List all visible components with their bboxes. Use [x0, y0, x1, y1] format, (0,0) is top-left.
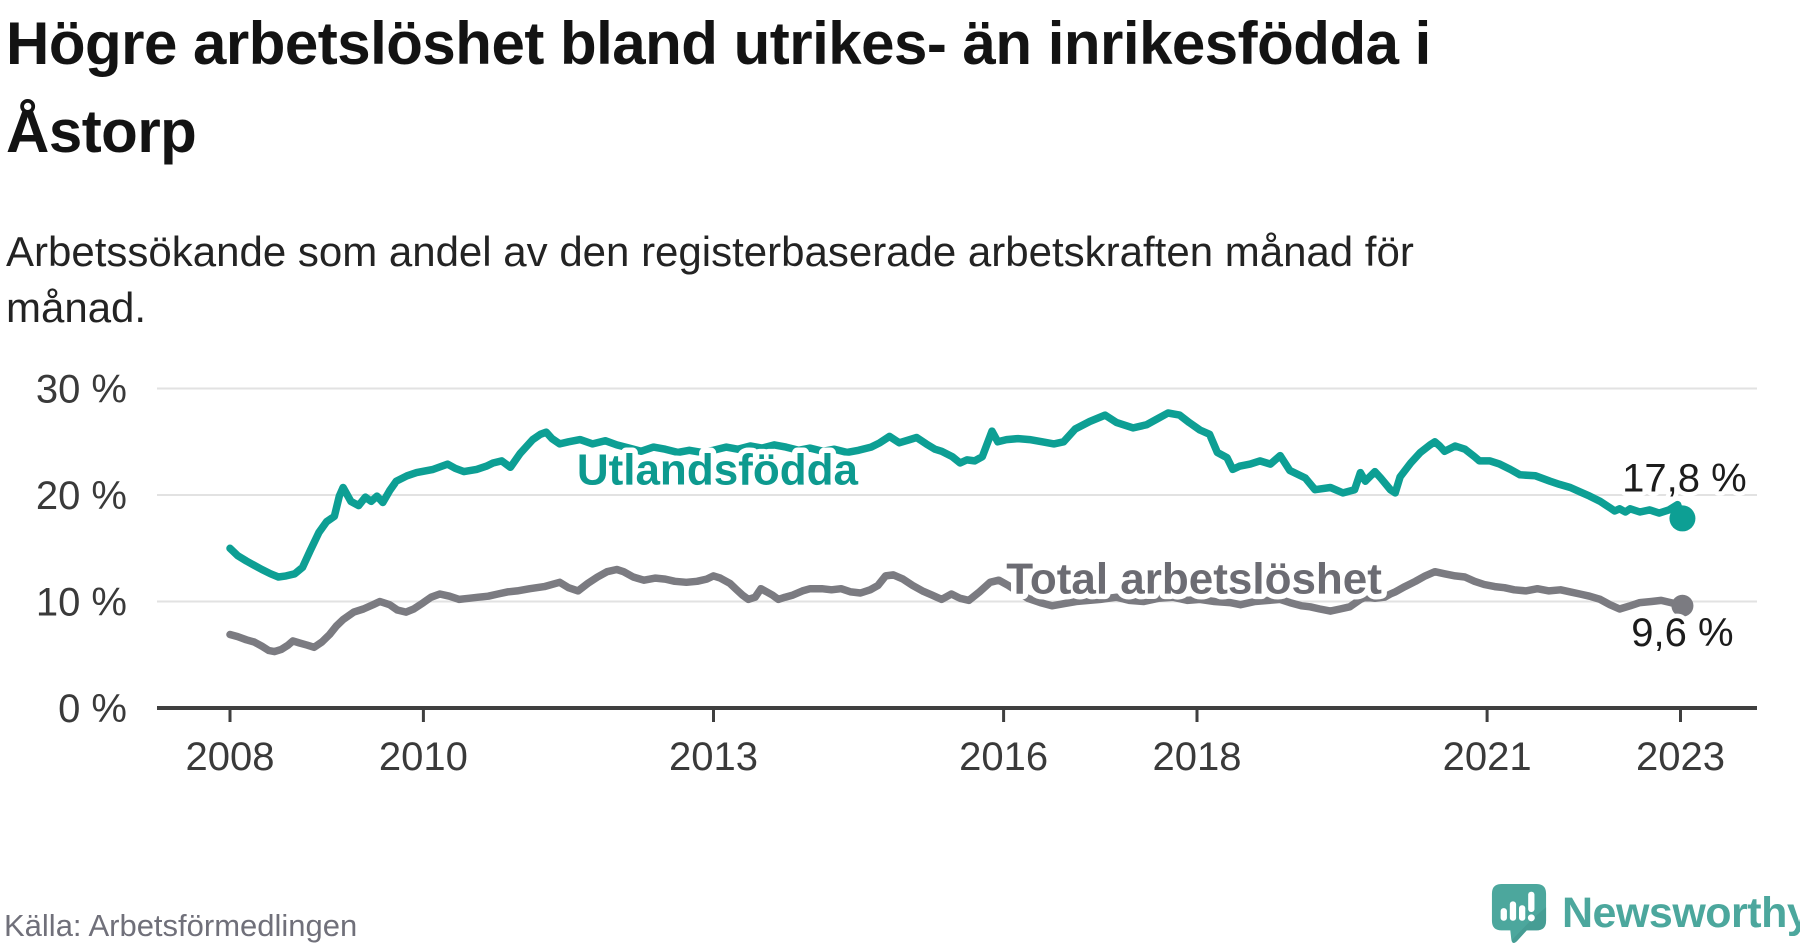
series-end-dot-utlandsfodda — [1669, 505, 1696, 532]
series-line-total — [226, 565, 1687, 656]
logo-bar-1 — [1500, 908, 1507, 921]
y-tick-label-20: 20 % — [36, 474, 127, 518]
x-tick-label-2013: 2013 — [669, 735, 758, 779]
x-tick-label-2010: 2010 — [379, 735, 468, 779]
y-tick-label-30: 30 % — [36, 368, 127, 412]
end-value-label-utlandsfodda: 17,8 % — [1622, 456, 1747, 500]
page-subtitle: Arbetssökande som andel av den registerb… — [6, 228, 1414, 331]
y-tick-label-10: 10 % — [36, 581, 127, 625]
source-note: Källa: Arbetsförmedlingen — [4, 908, 358, 943]
y-tick-label-0: 0 % — [58, 687, 127, 731]
x-tick-label-2023: 2023 — [1636, 735, 1725, 779]
x-tick-label-2008: 2008 — [186, 735, 275, 779]
page-title: Högre arbetslöshet bland utrikes- än inr… — [6, 10, 1431, 165]
series-label-total: Total arbetslöshet — [1006, 555, 1382, 604]
x-tick-label-2018: 2018 — [1153, 735, 1242, 779]
series-line-utlandsfodda — [226, 409, 1687, 581]
x-tick-label-2016: 2016 — [959, 735, 1048, 779]
x-tick-label-2021: 2021 — [1443, 735, 1532, 779]
series-end-dot-total — [1671, 594, 1694, 617]
logo-bar-3 — [1519, 905, 1526, 921]
logo-exclamation-bar — [1528, 891, 1535, 913]
newsworthy-logo: Newsworthy — [1490, 882, 1800, 944]
newsworthy-logo-icon — [1491, 884, 1547, 944]
logo-exclamation-dot — [1527, 914, 1535, 922]
logo-bubble-fold — [1511, 907, 1547, 943]
series-label-utlandsfodda: Utlandsfödda — [577, 445, 859, 494]
logo-text: Newsworthy — [1562, 888, 1800, 937]
logo-bar-2 — [1509, 901, 1517, 921]
end-value-label-total: 9,6 % — [1631, 611, 1733, 655]
